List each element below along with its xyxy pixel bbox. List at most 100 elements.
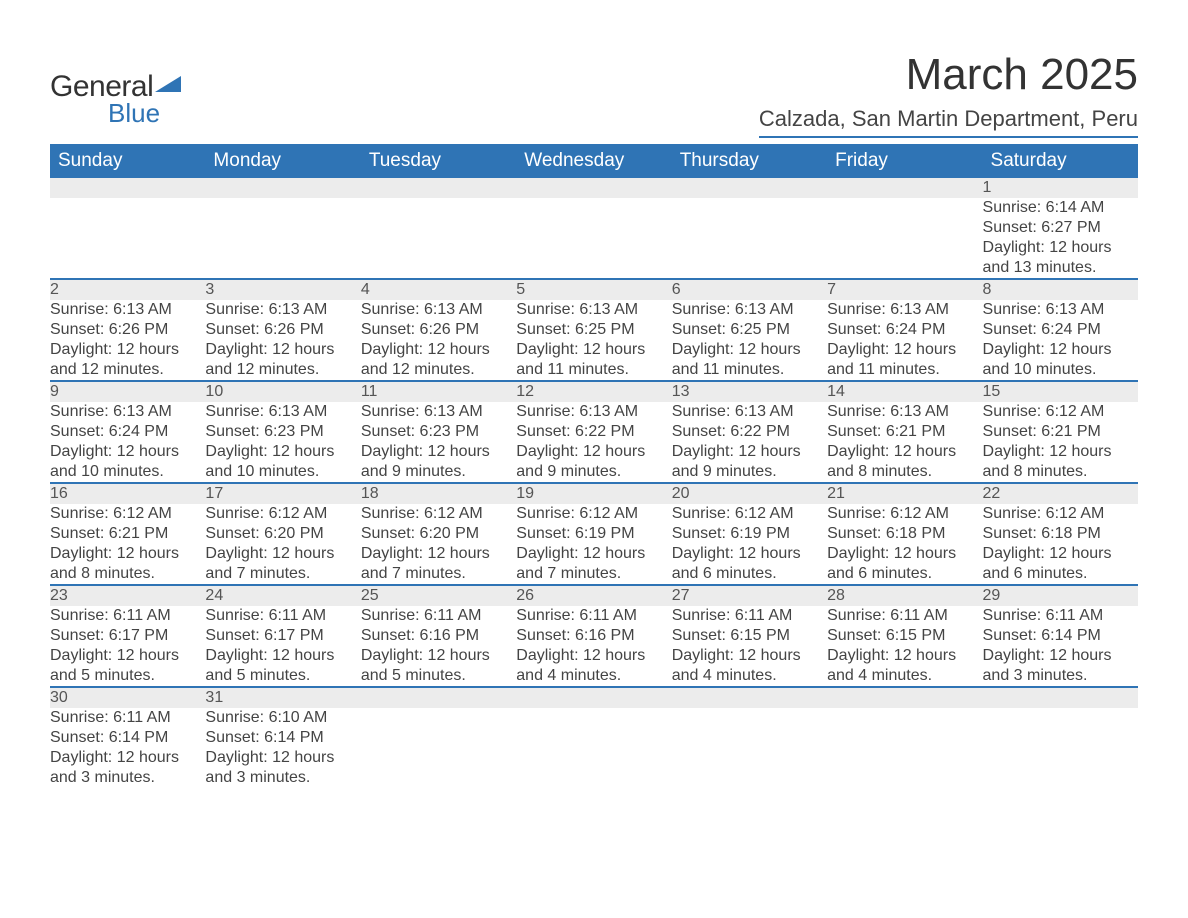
title-block: March 2025 Calzada, San Martin Departmen… (759, 50, 1138, 138)
sunrise-line: Sunrise: 6:12 AM (50, 504, 205, 524)
day-number-cell: 9 (50, 381, 205, 402)
daylight-line-2: and 9 minutes. (361, 462, 516, 482)
day-number-cell: 20 (672, 483, 827, 504)
daylight-line-1: Daylight: 12 hours (516, 442, 671, 462)
sunset-line: Sunset: 6:22 PM (672, 422, 827, 442)
day-number-cell: 4 (361, 279, 516, 300)
day-number-cell: 24 (205, 585, 360, 606)
week-data-row: Sunrise: 6:13 AMSunset: 6:26 PMDaylight:… (50, 300, 1138, 381)
day-data-cell: Sunrise: 6:12 AMSunset: 6:18 PMDaylight:… (827, 504, 982, 585)
day-data-cell: Sunrise: 6:13 AMSunset: 6:24 PMDaylight:… (50, 402, 205, 483)
day-data-cell: Sunrise: 6:13 AMSunset: 6:22 PMDaylight:… (516, 402, 671, 483)
daylight-line-2: and 6 minutes. (827, 564, 982, 584)
sunrise-line: Sunrise: 6:13 AM (361, 300, 516, 320)
sunrise-line: Sunrise: 6:13 AM (672, 402, 827, 422)
day-data-cell: Sunrise: 6:13 AMSunset: 6:22 PMDaylight:… (672, 402, 827, 483)
sunset-line: Sunset: 6:14 PM (983, 626, 1138, 646)
sunrise-line: Sunrise: 6:12 AM (827, 504, 982, 524)
sunset-line: Sunset: 6:15 PM (672, 626, 827, 646)
daylight-line-1: Daylight: 12 hours (50, 748, 205, 768)
brand-logo: General Blue (50, 50, 187, 129)
sunset-line: Sunset: 6:26 PM (205, 320, 360, 340)
daylight-line-2: and 3 minutes. (50, 768, 205, 788)
daylight-line-1: Daylight: 12 hours (50, 340, 205, 360)
day-number-cell: 30 (50, 687, 205, 708)
week-daynum-row: 3031 (50, 687, 1138, 708)
sunset-line: Sunset: 6:18 PM (827, 524, 982, 544)
daylight-line-1: Daylight: 12 hours (983, 238, 1138, 258)
day-number-cell: 6 (672, 279, 827, 300)
daylight-line-2: and 13 minutes. (983, 258, 1138, 278)
week-data-row: Sunrise: 6:13 AMSunset: 6:24 PMDaylight:… (50, 402, 1138, 483)
dayname-header: Wednesday (516, 144, 671, 178)
daylight-line-2: and 12 minutes. (361, 360, 516, 380)
day-data-cell: Sunrise: 6:14 AMSunset: 6:27 PMDaylight:… (983, 198, 1138, 279)
week-daynum-row: 9101112131415 (50, 381, 1138, 402)
daylight-line-1: Daylight: 12 hours (827, 442, 982, 462)
sunrise-line: Sunrise: 6:14 AM (983, 198, 1138, 218)
day-number-cell: 26 (516, 585, 671, 606)
day-data-cell: Sunrise: 6:12 AMSunset: 6:21 PMDaylight:… (50, 504, 205, 585)
sunset-line: Sunset: 6:26 PM (50, 320, 205, 340)
daylight-line-2: and 7 minutes. (205, 564, 360, 584)
day-number-cell (516, 178, 671, 198)
sunset-line: Sunset: 6:27 PM (983, 218, 1138, 238)
daylight-line-2: and 5 minutes. (205, 666, 360, 686)
day-data-cell: Sunrise: 6:13 AMSunset: 6:24 PMDaylight:… (983, 300, 1138, 381)
day-data-cell: Sunrise: 6:13 AMSunset: 6:21 PMDaylight:… (827, 402, 982, 483)
sunrise-line: Sunrise: 6:11 AM (672, 606, 827, 626)
page-header: General Blue March 2025 Calzada, San Mar… (50, 50, 1138, 138)
day-data-cell: Sunrise: 6:11 AMSunset: 6:15 PMDaylight:… (672, 606, 827, 687)
daylight-line-2: and 7 minutes. (361, 564, 516, 584)
sunset-line: Sunset: 6:25 PM (672, 320, 827, 340)
day-number-cell: 17 (205, 483, 360, 504)
day-data-cell: Sunrise: 6:13 AMSunset: 6:26 PMDaylight:… (205, 300, 360, 381)
sunset-line: Sunset: 6:21 PM (827, 422, 982, 442)
sunrise-line: Sunrise: 6:11 AM (361, 606, 516, 626)
dayname-header: Saturday (983, 144, 1138, 178)
daylight-line-2: and 12 minutes. (205, 360, 360, 380)
day-number-cell: 21 (827, 483, 982, 504)
day-number-cell: 25 (361, 585, 516, 606)
sunset-line: Sunset: 6:19 PM (672, 524, 827, 544)
day-data-cell (361, 198, 516, 279)
day-number-cell: 3 (205, 279, 360, 300)
daylight-line-1: Daylight: 12 hours (983, 442, 1138, 462)
sunrise-line: Sunrise: 6:12 AM (983, 504, 1138, 524)
dayname-header: Sunday (50, 144, 205, 178)
sunrise-line: Sunrise: 6:10 AM (205, 708, 360, 728)
day-number-cell: 15 (983, 381, 1138, 402)
day-data-cell: Sunrise: 6:11 AMSunset: 6:17 PMDaylight:… (50, 606, 205, 687)
day-number-cell: 19 (516, 483, 671, 504)
day-number-cell: 2 (50, 279, 205, 300)
daylight-line-1: Daylight: 12 hours (516, 646, 671, 666)
sunset-line: Sunset: 6:24 PM (827, 320, 982, 340)
day-data-cell: Sunrise: 6:11 AMSunset: 6:16 PMDaylight:… (361, 606, 516, 687)
day-data-cell (672, 708, 827, 788)
day-data-cell (827, 708, 982, 788)
daylight-line-2: and 6 minutes. (672, 564, 827, 584)
daylight-line-1: Daylight: 12 hours (983, 340, 1138, 360)
day-data-cell: Sunrise: 6:13 AMSunset: 6:24 PMDaylight:… (827, 300, 982, 381)
daylight-line-1: Daylight: 12 hours (827, 646, 982, 666)
day-number-cell (672, 687, 827, 708)
sunset-line: Sunset: 6:16 PM (516, 626, 671, 646)
sunrise-line: Sunrise: 6:13 AM (361, 402, 516, 422)
day-number-cell (983, 687, 1138, 708)
dayname-header-row: SundayMondayTuesdayWednesdayThursdayFrid… (50, 144, 1138, 178)
week-daynum-row: 16171819202122 (50, 483, 1138, 504)
daylight-line-1: Daylight: 12 hours (205, 544, 360, 564)
day-data-cell: Sunrise: 6:12 AMSunset: 6:20 PMDaylight:… (205, 504, 360, 585)
sunset-line: Sunset: 6:24 PM (983, 320, 1138, 340)
daylight-line-1: Daylight: 12 hours (672, 544, 827, 564)
daylight-line-1: Daylight: 12 hours (672, 442, 827, 462)
day-number-cell (516, 687, 671, 708)
day-number-cell: 18 (361, 483, 516, 504)
day-data-cell: Sunrise: 6:12 AMSunset: 6:19 PMDaylight:… (516, 504, 671, 585)
sunrise-line: Sunrise: 6:12 AM (205, 504, 360, 524)
week-daynum-row: 2345678 (50, 279, 1138, 300)
day-number-cell: 29 (983, 585, 1138, 606)
day-data-cell (516, 708, 671, 788)
sunset-line: Sunset: 6:17 PM (50, 626, 205, 646)
day-number-cell (827, 687, 982, 708)
